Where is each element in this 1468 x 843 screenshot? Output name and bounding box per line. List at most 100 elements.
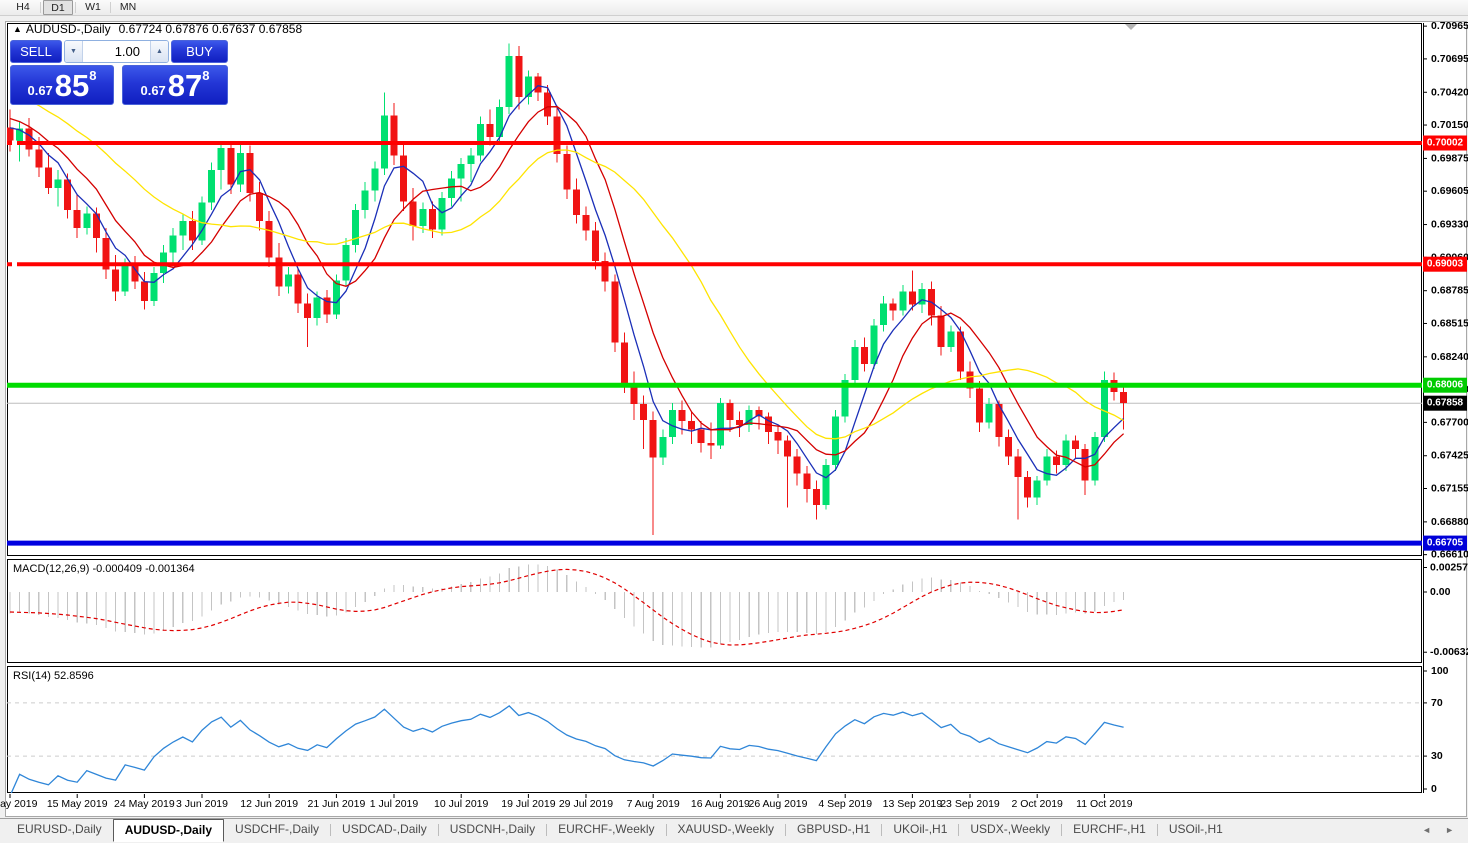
tab-usdchf-daily[interactable]: USDCHF-,Daily [235, 822, 320, 836]
date-axis-label: 11 Oct 2019 [1076, 798, 1133, 810]
scroll-position-marker-icon [1125, 24, 1137, 30]
chevron-up-icon: ▲ [156, 48, 163, 55]
svg-text:0.67858: 0.67858 [1427, 398, 1464, 409]
hline-handle[interactable] [12, 261, 17, 267]
date-axis-label: 12 Jun 2019 [240, 798, 298, 810]
date-axis-label: 16 Aug 2019 [691, 798, 750, 810]
ma-fast-line [9, 84, 1125, 479]
hline-handle[interactable] [12, 140, 17, 146]
date-axis-label: 26 Aug 2019 [749, 798, 808, 810]
rsi-panel[interactable] [7, 666, 1422, 793]
volume-input[interactable]: 1.00 [83, 41, 150, 62]
date-axis-label: 2 Oct 2019 [1012, 798, 1064, 810]
candlestick-series[interactable] [7, 43, 1128, 536]
macd-series [9, 564, 1125, 648]
tab-usdcad-daily[interactable]: USDCAD-,Daily [342, 822, 427, 836]
timeframe-button-mn[interactable]: MN [119, 1, 137, 13]
tab-gbpusd-h1[interactable]: GBPUSD-,H1 [797, 822, 871, 836]
price-axis-label: 0.68240 [1431, 351, 1468, 363]
rsi-axis-label: 30 [1431, 750, 1443, 762]
tab-audusd-daily[interactable]: AUDUSD-,Daily [112, 819, 225, 842]
tab-divider [1061, 824, 1063, 836]
tab-divider [958, 824, 960, 836]
date-axis-label: 29 Jul 2019 [559, 798, 613, 810]
one-click-trading-panel: SELL ▼ 1.00 ▲ BUY 0.67 85 8 0.67 87 8 [10, 40, 230, 105]
date-axis-label: 19 Jul 2019 [501, 798, 555, 810]
date-axis-label: 15 May 2019 [47, 798, 108, 810]
date-axis-label: 7 Aug 2019 [627, 798, 680, 810]
macd-axis-label: 0.00 [1430, 586, 1451, 598]
ma-medium-line [9, 106, 1125, 468]
tab-divider [785, 824, 786, 836]
tab-xauusd-weekly[interactable]: XAUUSD-,Weekly [677, 822, 774, 836]
chart-title: ▲ AUDUSD-,Daily 0.67724 0.67876 0.67637 0.… [13, 22, 302, 36]
sell-price-button[interactable]: 0.67 85 8 [10, 65, 114, 105]
date-axis-label: 10 Jul 2019 [434, 798, 488, 810]
current-price-badge: 0.67858 [1423, 395, 1467, 411]
main-chart-panel[interactable] [7, 23, 1422, 556]
buy-price-button[interactable]: 0.67 87 8 [122, 65, 228, 105]
chart-tab-bar: EURUSD-,Daily AUDUSD-,Daily USDCHF-,Daily U… [0, 818, 1468, 843]
tab-usoil-h1[interactable]: USOil-,H1 [1168, 822, 1223, 836]
svg-text:0.69003: 0.69003 [1427, 259, 1464, 270]
volume-decrease-button[interactable]: ▼ [65, 41, 83, 62]
tab-divider [881, 824, 883, 836]
svg-text:0.70002: 0.70002 [1427, 138, 1464, 149]
date-axis-label: 3 Jun 2019 [176, 798, 228, 810]
macd-panel[interactable] [7, 559, 1422, 663]
price-axis-label: 0.70150 [1431, 119, 1468, 131]
date-axis-label: 21 Jun 2019 [307, 798, 365, 810]
price-axis-label: 0.67700 [1431, 416, 1468, 428]
tab-usdcnh-daily[interactable]: USDCNH-,Daily [449, 822, 536, 836]
sell-button[interactable]: SELL [10, 40, 62, 63]
rsi-axis-label: 70 [1431, 697, 1443, 709]
date-axis-label: 1 Jul 2019 [370, 798, 419, 810]
sell-price-pip: 8 [89, 68, 97, 83]
tab-scroll-right-icon[interactable]: ► [1445, 825, 1454, 835]
date-axis-label: 23 Sep 2019 [940, 798, 1000, 810]
sell-price-prefix: 0.67 [27, 83, 53, 98]
price-axis-label: 0.66610 [1431, 549, 1468, 561]
tab-scroll-left-icon[interactable]: ◄ [1422, 825, 1432, 835]
buy-price-big: 87 [167, 68, 203, 103]
price-axis-label: 0.68515 [1431, 317, 1468, 329]
chevron-down-icon: ▼ [70, 48, 77, 55]
tab-divider [437, 824, 439, 836]
tab-ukoil-h1[interactable]: UKOil-,H1 [893, 822, 948, 836]
volume-spinner: ▼ 1.00 ▲ [64, 40, 169, 63]
chart-canvas[interactable]: 0.70965 0.70695 0.70420 0.70150 0.69875 0.696… [0, 0, 1468, 818]
timeframe-button-w1[interactable]: W1 [85, 1, 101, 13]
timeframe-button-d1[interactable]: D1 [43, 0, 73, 15]
timeframe-button-h4[interactable]: H4 [16, 1, 30, 13]
tab-eurusd-daily[interactable]: EURUSD-,Daily [17, 822, 102, 836]
rsi-axis-label: 100 [1431, 665, 1449, 677]
macd-axis-label: 0.002574 [1430, 561, 1468, 573]
tab-divider [546, 824, 548, 836]
tab-divider [665, 824, 667, 836]
price-axis-label: 0.67155 [1431, 483, 1468, 495]
price-badge-0.69003: 0.69003 [1423, 256, 1467, 272]
price-axis-label: 0.69875 [1431, 152, 1468, 164]
date-axis-label: 6 May 2019 [0, 798, 38, 810]
price-axis-label: 0.69605 [1431, 185, 1468, 197]
price-axis-label: 0.70965 [1431, 20, 1468, 32]
svg-text:0.66705: 0.66705 [1427, 538, 1464, 549]
toolbar-divider [75, 2, 76, 13]
date-axis-label: 13 Sep 2019 [883, 798, 943, 810]
price-axis-label: 0.67425 [1431, 450, 1468, 462]
macd-indicator-label: MACD(12,26,9) -0.000409 -0.001364 [13, 563, 195, 575]
price-axis-label: 0.66880 [1431, 516, 1468, 528]
tab-divider [1156, 824, 1158, 836]
date-axis-label: 4 Sep 2019 [818, 798, 872, 810]
volume-increase-button[interactable]: ▲ [150, 41, 168, 62]
buy-button[interactable]: BUY [171, 40, 228, 63]
symbol-marker-icon[interactable]: ▲ [13, 24, 22, 34]
rsi-line [10, 705, 1124, 793]
price-axis-label: 0.68785 [1431, 285, 1468, 297]
tab-eurchf-h1[interactable]: EURCHF-,H1 [1073, 822, 1146, 836]
tab-eurchf-weekly[interactable]: EURCHF-,Weekly [558, 822, 655, 836]
buy-price-prefix: 0.67 [140, 83, 166, 98]
tab-usdx-weekly[interactable]: USDX-,Weekly [970, 822, 1051, 836]
